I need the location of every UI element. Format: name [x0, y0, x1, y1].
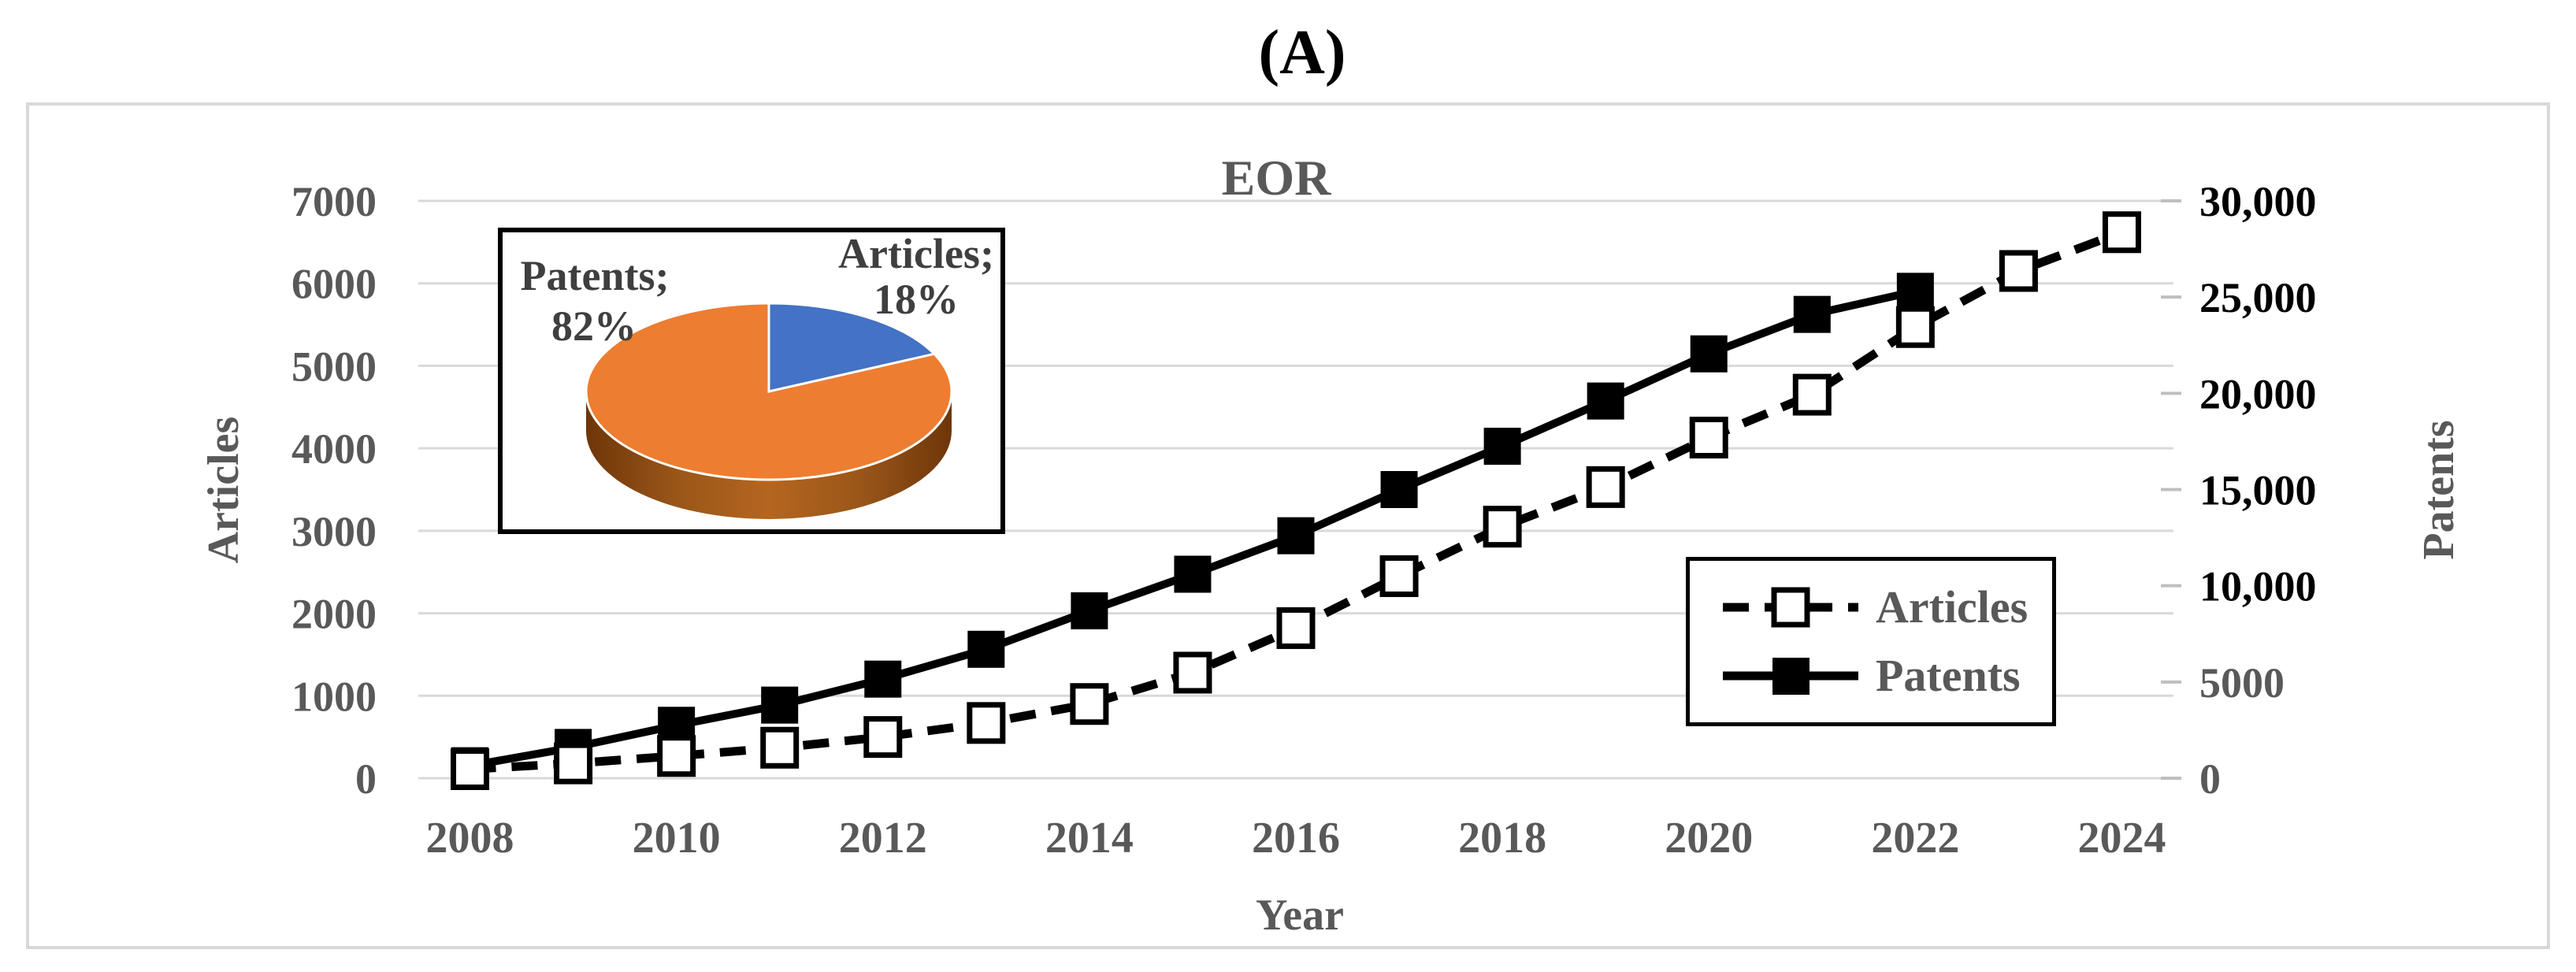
- legend-label-patents: Patents: [1876, 649, 2021, 701]
- left-tick-label: 2000: [291, 591, 377, 638]
- figure-label: (A): [1258, 18, 1346, 87]
- patents-data-point: [1071, 592, 1108, 629]
- articles-data-point: [1586, 466, 1625, 508]
- articles-data-point: [554, 742, 593, 785]
- pie-3d: [585, 302, 953, 519]
- articles-data-point: [2102, 211, 2141, 254]
- x-tick-label: 2014: [1045, 814, 1134, 863]
- chart-title: EOR: [1222, 150, 1331, 206]
- right-tick-label: 0: [2199, 755, 2221, 803]
- right-tick-label: 15,000: [2199, 467, 2317, 514]
- right-tick-label: 5000: [2199, 659, 2285, 707]
- articles-data-point: [1276, 607, 1316, 649]
- articles-data-point: [967, 702, 1006, 744]
- pie-slice-articles: [767, 302, 937, 393]
- patents-data-point: [1690, 335, 1728, 373]
- patents-data-point: [1174, 555, 1212, 593]
- x-tick-label: 2010: [633, 814, 721, 863]
- data-series: [451, 211, 2141, 790]
- patents-data-point: [1793, 295, 1831, 333]
- left-tick-label: 7000: [291, 178, 377, 225]
- legend-label-articles: Articles: [1876, 581, 2029, 633]
- articles-data-point: [760, 726, 800, 769]
- left-tick-labels: 0 1000 2000 3000 4000 5000 6000 7000: [291, 178, 377, 803]
- x-axis-title: Year: [1256, 891, 1344, 940]
- patents-data-point: [1483, 428, 1521, 466]
- articles-data-point: [1689, 417, 1728, 459]
- legend: Articles Patents: [1686, 557, 2056, 726]
- articles-data-point: [1070, 683, 1109, 725]
- articles-data-point: [1483, 506, 1522, 548]
- articles-data-point: [1792, 373, 1832, 416]
- axis-ticks: [2161, 199, 2181, 780]
- right-tick-label: 30,000: [2199, 178, 2317, 225]
- patents-data-point: [1277, 517, 1315, 555]
- right-tick-label: 20,000: [2199, 370, 2317, 417]
- right-axis-title: Patents: [2415, 420, 2463, 559]
- pie-inset: Patents; 82% Articles; 18%: [498, 228, 1005, 534]
- articles-data-point: [451, 748, 490, 790]
- pie-label-patents: Patents;: [521, 252, 670, 299]
- legend-item-patents: Patents: [1720, 651, 2052, 700]
- patents-solid-filled-square-icon: [1723, 657, 1858, 695]
- pie-label-articles: Articles;: [838, 230, 994, 277]
- left-tick-label: 5000: [291, 343, 377, 390]
- x-tick-label: 2012: [839, 814, 927, 863]
- legend-item-articles: Articles: [1720, 583, 2052, 632]
- pie-label-patents-pct: 82%: [551, 302, 637, 350]
- right-tick-label: 10,000: [2199, 563, 2317, 610]
- x-tick-label: 2018: [1458, 814, 1546, 863]
- articles-data-point: [657, 735, 696, 777]
- x-tick-label: 2020: [1665, 814, 1753, 863]
- patents-data-point: [1896, 273, 1934, 310]
- pie-side: [586, 391, 952, 519]
- left-tick-label: 6000: [291, 261, 377, 308]
- patents-data-point: [1380, 471, 1418, 508]
- pie-label-articles-pct: 18%: [874, 276, 959, 323]
- x-tick-labels: 2008 2010 2012 2014 2016 2018 2020 2022 2024: [426, 814, 2166, 863]
- x-tick-label: 2024: [2077, 814, 2166, 863]
- patents-data-point: [864, 660, 902, 698]
- left-axis-title: Articles: [199, 417, 248, 564]
- articles-data-point: [1173, 651, 1212, 694]
- left-tick-label: 1000: [291, 673, 377, 720]
- left-tick-label: 0: [355, 755, 377, 803]
- patents-data-point: [967, 630, 1005, 668]
- left-tick-label: 3000: [291, 508, 377, 555]
- articles-data-point: [863, 716, 903, 759]
- articles-dashed-open-square-icon: [1723, 587, 1858, 628]
- right-tick-label: 25,000: [2199, 274, 2317, 321]
- right-tick-labels: 0 5000 10,000 15,000 20,000 25,000 30,000: [2199, 178, 2317, 803]
- articles-data-point: [1999, 250, 2038, 292]
- articles-data-point: [1895, 306, 1935, 348]
- x-tick-label: 2016: [1252, 814, 1340, 863]
- x-tick-label: 2008: [426, 814, 514, 863]
- articles-data-point: [1379, 555, 1419, 597]
- x-tick-label: 2022: [1871, 814, 1959, 863]
- patents-data-point: [761, 686, 799, 724]
- patents-data-point: [1587, 382, 1624, 420]
- left-tick-label: 4000: [291, 425, 377, 473]
